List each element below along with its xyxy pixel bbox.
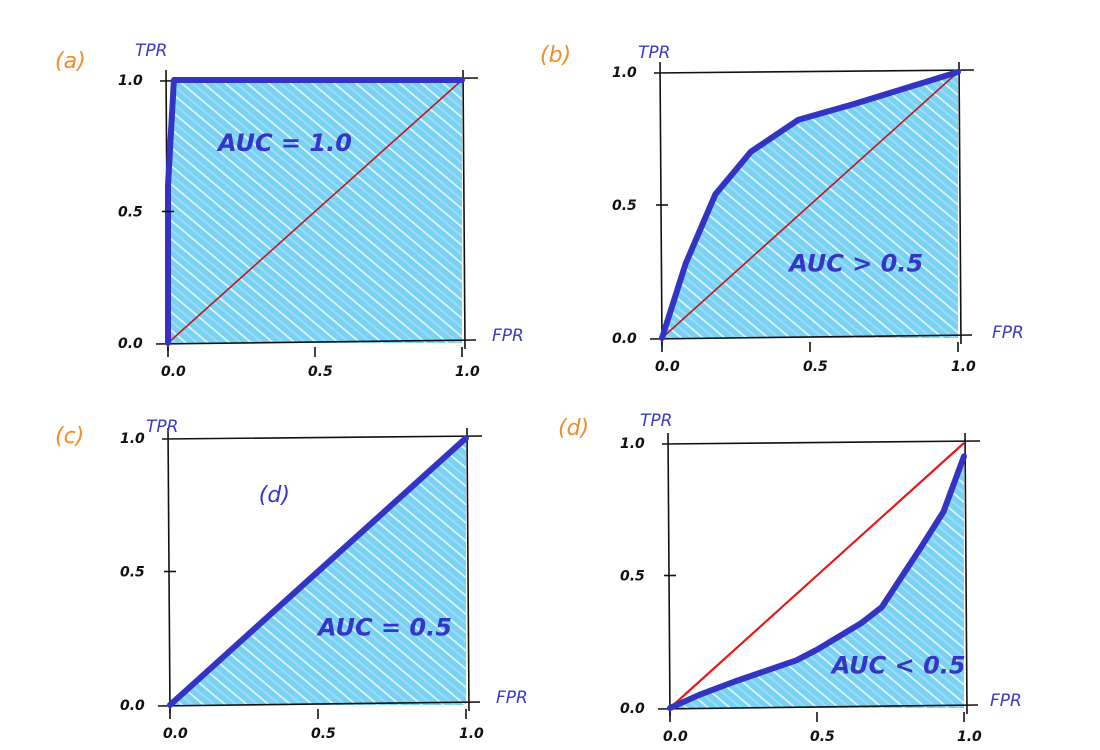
top-frame-line: [161, 435, 483, 440]
panel-label: (a): [55, 49, 86, 74]
y-axis-line: [167, 427, 171, 714]
panel-label: (d): [558, 416, 589, 441]
y-tick-label: 0.0: [120, 698, 145, 714]
x-axis-line: [649, 334, 973, 340]
x-axis-line: [657, 704, 979, 710]
auc-annotation: AUC > 0.5: [787, 250, 923, 278]
x-tick-label: 1.0: [459, 726, 484, 742]
auc-annotation: AUC = 1.0: [216, 129, 352, 157]
x-tick-label: 0.0: [163, 726, 188, 742]
right-frame-line: [964, 432, 968, 715]
panel-label: (b): [540, 43, 571, 68]
y-axis-title: TPR: [146, 417, 178, 437]
right-frame-line: [462, 69, 466, 350]
roc-curve-line: [165, 77, 465, 346]
y-axis-title: TPR: [638, 43, 670, 63]
y-tick-label: 0.5: [620, 569, 645, 585]
y-tick-label: 0.0: [118, 336, 143, 352]
right-frame-line: [466, 427, 470, 712]
y-tick-label: 0.0: [612, 331, 637, 347]
x-tick-label: 0.5: [803, 359, 828, 375]
x-axis-line: [157, 701, 481, 707]
top-frame-line: [661, 440, 981, 445]
auc-annotation: AUC < 0.5: [830, 652, 966, 680]
x-tick-label: 0.5: [810, 729, 835, 745]
y-tick-label: 0.5: [612, 198, 637, 214]
roc-panel-b: 0.0 0.5 1.0 0.0 0.5 1.0 (b) TPR FPR AUC > 0.5: [540, 43, 1024, 375]
y-tick-label: 0.0: [620, 701, 645, 717]
inner-annotation: (d): [259, 483, 290, 508]
x-axis-title: FPR: [496, 688, 528, 708]
x-tick-label: 0.5: [311, 726, 336, 742]
chance-diagonal-line: [167, 79, 463, 344]
y-tick-label: 1.0: [118, 73, 143, 89]
chance-diagonal-line: [661, 71, 959, 339]
roc-panel-d: 0.0 0.5 1.0 0.0 0.5 1.0 (d) TPR FPR AUC < 0.5: [558, 411, 1022, 745]
x-tick-label: 0.0: [663, 729, 688, 745]
roc-curve-line: [667, 453, 967, 711]
roc-panel-a: 0.0 0.5 1.0 0.0 0.5 1.0 (a) TPR FPR AUC = 1.0: [55, 41, 524, 380]
y-axis-line: [659, 61, 663, 347]
x-tick-label: 0.5: [308, 364, 333, 380]
x-axis-title: FPR: [990, 691, 1022, 711]
x-tick-label: 1.0: [957, 729, 982, 745]
x-axis-line: [155, 339, 477, 345]
x-axis-title: FPR: [992, 323, 1024, 343]
chance-diagonal-line: [669, 442, 965, 709]
y-tick-label: 1.0: [620, 436, 645, 452]
roc-curve-line: [167, 435, 469, 708]
y-tick-label: 1.0: [120, 431, 145, 447]
top-frame-line: [653, 69, 975, 74]
y-tick-label: 0.5: [118, 205, 143, 221]
panel-label: (c): [55, 424, 84, 449]
y-axis-title: TPR: [135, 41, 167, 61]
roc-panel-c: 0.0 0.5 1.0 0.0 0.5 1.0 (c) TPR FPR (d) AUC = 0.5: [55, 417, 528, 742]
y-tick-label: 1.0: [612, 65, 637, 81]
y-axis-line: [667, 432, 671, 717]
right-frame-line: [958, 61, 962, 345]
auc-shaded-area: [670, 443, 964, 708]
y-axis-title: TPR: [640, 411, 672, 431]
x-tick-label: 1.0: [455, 364, 480, 380]
roc-curve-line: [659, 69, 961, 341]
x-tick-label: 0.0: [161, 364, 186, 380]
x-tick-label: 1.0: [951, 359, 976, 375]
x-tick-label: 0.0: [655, 359, 680, 375]
y-tick-label: 0.5: [120, 565, 145, 581]
auc-annotation: AUC = 0.5: [316, 614, 452, 642]
x-axis-title: FPR: [492, 326, 524, 346]
